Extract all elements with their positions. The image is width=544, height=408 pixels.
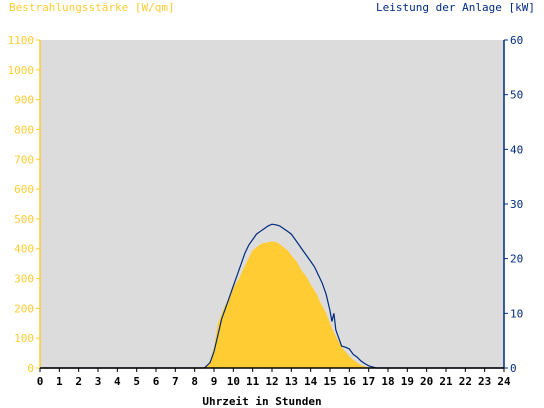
x-tick-label: 14 xyxy=(304,375,318,388)
right-tick-label: 40 xyxy=(510,143,523,156)
left-tick-label: 1000 xyxy=(8,64,35,77)
x-tick-label: 18 xyxy=(381,375,394,388)
left-tick-label: 200 xyxy=(14,302,34,315)
x-tick-label: 5 xyxy=(133,375,140,388)
x-tick-label: 20 xyxy=(420,375,433,388)
right-tick-label: 0 xyxy=(510,362,517,375)
x-tick-label: 17 xyxy=(362,375,375,388)
irradiance-area xyxy=(40,241,504,368)
left-tick-label: 300 xyxy=(14,273,34,286)
x-tick-label: 8 xyxy=(191,375,198,388)
left-tick-label: 800 xyxy=(14,123,34,136)
power-line xyxy=(40,223,504,369)
x-tick-label: 15 xyxy=(323,375,336,388)
left-tick-label: 100 xyxy=(14,332,34,345)
x-tick-label: 6 xyxy=(153,375,160,388)
x-tick-label: 12 xyxy=(265,375,278,388)
x-tick-label: 21 xyxy=(439,375,453,388)
right-tick-label: 30 xyxy=(510,198,523,211)
right-tick-label: 20 xyxy=(510,253,523,266)
x-tick-label: 22 xyxy=(459,375,472,388)
right-axis-title: Leistung der Anlage [kW] xyxy=(376,1,535,14)
x-tick-label: 13 xyxy=(285,375,298,388)
x-tick-label: 7 xyxy=(172,375,179,388)
left-tick-label: 1100 xyxy=(8,34,35,47)
x-axis-title: Uhrzeit in Stunden xyxy=(202,395,321,408)
left-tick-label: 900 xyxy=(14,94,34,107)
left-tick-label: 400 xyxy=(14,243,34,256)
left-tick-label: 700 xyxy=(14,153,34,166)
x-tick-label: 9 xyxy=(211,375,218,388)
right-tick-label: 10 xyxy=(510,307,523,320)
x-tick-label: 24 xyxy=(497,375,511,388)
x-tick-label: 10 xyxy=(227,375,240,388)
left-tick-label: 500 xyxy=(14,213,34,226)
x-tick-label: 3 xyxy=(95,375,102,388)
left-axis-title: Bestrahlungsstärke [W/qm] xyxy=(9,1,175,14)
left-tick-label: 0 xyxy=(27,362,34,375)
right-tick-label: 50 xyxy=(510,89,523,102)
left-tick-label: 600 xyxy=(14,183,34,196)
x-tick-label: 16 xyxy=(343,375,357,388)
x-tick-label: 11 xyxy=(246,375,260,388)
x-tick-label: 23 xyxy=(478,375,491,388)
right-tick-label: 60 xyxy=(510,34,523,47)
x-tick-label: 0 xyxy=(37,375,44,388)
x-tick-label: 19 xyxy=(401,375,414,388)
x-tick-label: 2 xyxy=(75,375,82,388)
x-tick-label: 1 xyxy=(56,375,63,388)
x-tick-label: 4 xyxy=(114,375,121,388)
